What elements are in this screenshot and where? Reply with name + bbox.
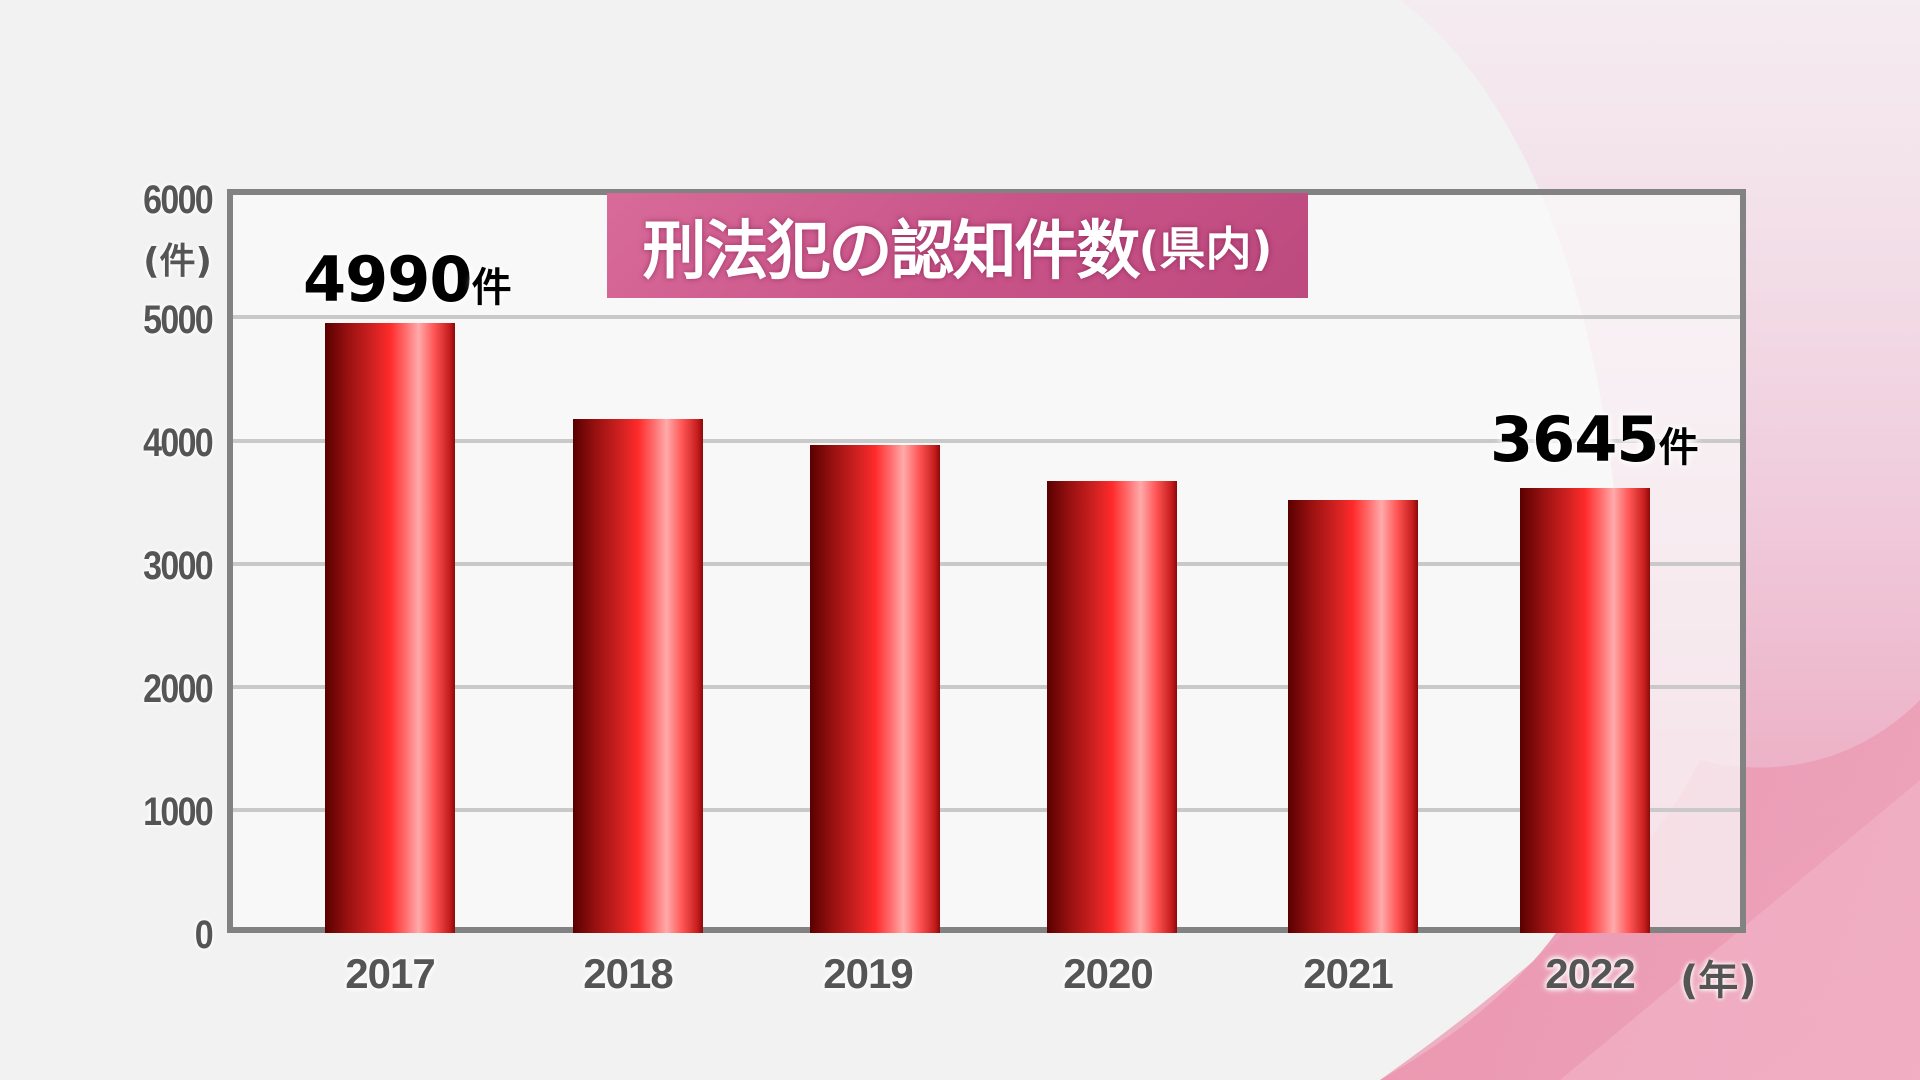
y-tick-label: 3000: [143, 544, 214, 588]
bar-2017: [325, 323, 455, 933]
y-tick-label: 0: [194, 913, 214, 957]
x-axis-unit-label: (年): [1680, 958, 1757, 1004]
x-tick-label: 2017: [345, 950, 435, 997]
value-callout-2022: 3645件: [1490, 403, 1699, 476]
gridline-5000: [233, 315, 1740, 319]
y-axis-unit-label: (件): [143, 241, 212, 282]
x-tick-label: 2022: [1545, 950, 1635, 997]
callout-unit: 件: [1658, 425, 1699, 471]
chart-title-box: 刑法犯の認知件数 (県内): [607, 193, 1308, 298]
y-tick-label: 5000: [143, 298, 214, 342]
x-tick-label: 2020: [1063, 950, 1153, 997]
bar-2018: [573, 419, 703, 933]
y-tick-label: 4000: [143, 421, 214, 465]
gridline-4000: [233, 439, 1740, 443]
callout-unit: 件: [471, 265, 512, 311]
bar-2019: [810, 445, 940, 933]
x-tick-label: 2021: [1303, 950, 1393, 997]
y-tick-label: 2000: [143, 667, 214, 711]
gridline-3000: [233, 562, 1740, 566]
gridline-2000: [233, 685, 1740, 689]
bar-2022: [1520, 488, 1650, 933]
y-tick-label: 1000: [143, 790, 214, 834]
bar-2021: [1288, 500, 1418, 933]
y-tick-label: 6000: [143, 178, 214, 222]
bar-2020: [1047, 481, 1177, 933]
chart-subtitle: (県内): [1138, 221, 1273, 276]
x-tick-label: 2018: [583, 950, 673, 997]
chart-title: 刑法犯の認知件数: [642, 214, 1140, 289]
callout-value: 4990: [303, 243, 473, 316]
callout-value: 3645: [1490, 403, 1660, 476]
value-callout-2017: 4990件: [303, 243, 512, 316]
x-tick-label: 2019: [823, 950, 913, 997]
gridline-1000: [233, 808, 1740, 812]
